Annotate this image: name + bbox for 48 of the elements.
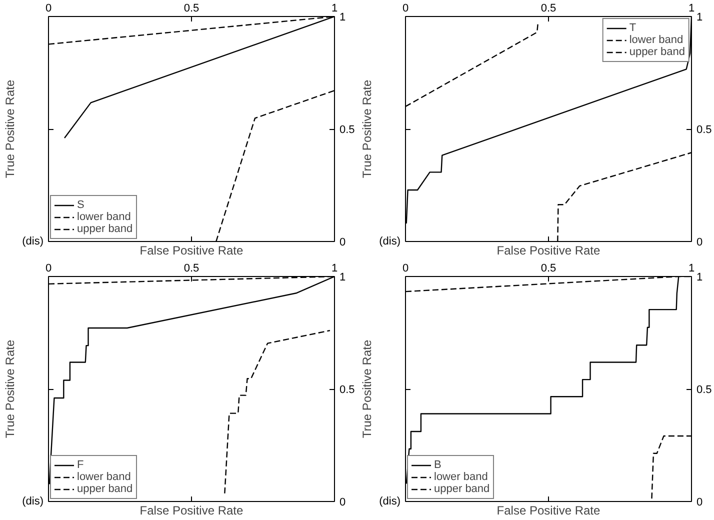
y-tick-label: 0.5 [696,384,712,396]
x-tick-label: 0.5 [540,262,556,274]
y-tick-label: 1 [696,272,703,284]
x-tick-label: 1 [688,2,695,14]
legend-label: lower band [434,471,488,483]
y-tick-label: 0.5 [340,124,355,136]
legend-label: lower band [629,34,684,46]
legend-label: B [434,459,442,471]
y-tick-label: 1 [340,12,346,24]
y-tick-label: 1 [340,272,346,284]
x-tick-label: 0.5 [184,262,200,274]
y-axis-title: True Positive Rate [3,340,18,438]
x-axis-title: False Positive Rate [496,504,601,518]
x-tick-label: 1 [331,2,338,14]
x-tick-label: 1 [331,262,338,274]
legend-label: F [77,459,85,471]
text: (dis) [379,496,401,508]
legend-label: upper band [629,46,685,58]
legend-label: upper band [434,483,490,495]
x-tick-label: 0 [402,2,409,14]
legend-label: S [77,199,86,211]
x-tick-label: 1 [688,262,695,274]
y-tick-label: 0.5 [340,384,355,396]
text: (dis) [22,496,44,508]
x-axis-title: False Positive Rate [140,504,244,518]
y-axis-title: True Positive Rate [360,340,374,438]
legend-label: lower band [77,211,131,223]
legend-label: T [629,22,638,34]
x-tick-label: 0 [45,2,52,14]
y-tick-label: 0 [696,496,703,508]
legend-label: upper band [77,483,133,495]
y-tick-label: 0 [696,236,703,248]
y-tick-label: 0 [340,496,346,508]
text: (dis) [22,236,44,248]
y-axis-title: True Positive Rate [360,80,374,178]
y-axis-title: True Positive Rate [3,80,18,178]
y-tick-label: 0.5 [696,124,712,136]
x-tick-label: 0 [402,262,409,274]
text: (dis) [379,236,401,248]
legend-label: upper band [77,223,133,235]
x-axis-title: False Positive Rate [140,244,244,258]
y-tick-label: 0 [340,236,346,248]
x-tick-label: 0.5 [540,2,556,14]
legend-label: lower band [77,471,131,483]
x-tick-label: 0.5 [184,2,200,14]
y-tick-label: 1 [696,12,703,24]
x-tick-label: 0 [45,262,52,274]
x-axis-title: False Positive Rate [496,244,601,258]
